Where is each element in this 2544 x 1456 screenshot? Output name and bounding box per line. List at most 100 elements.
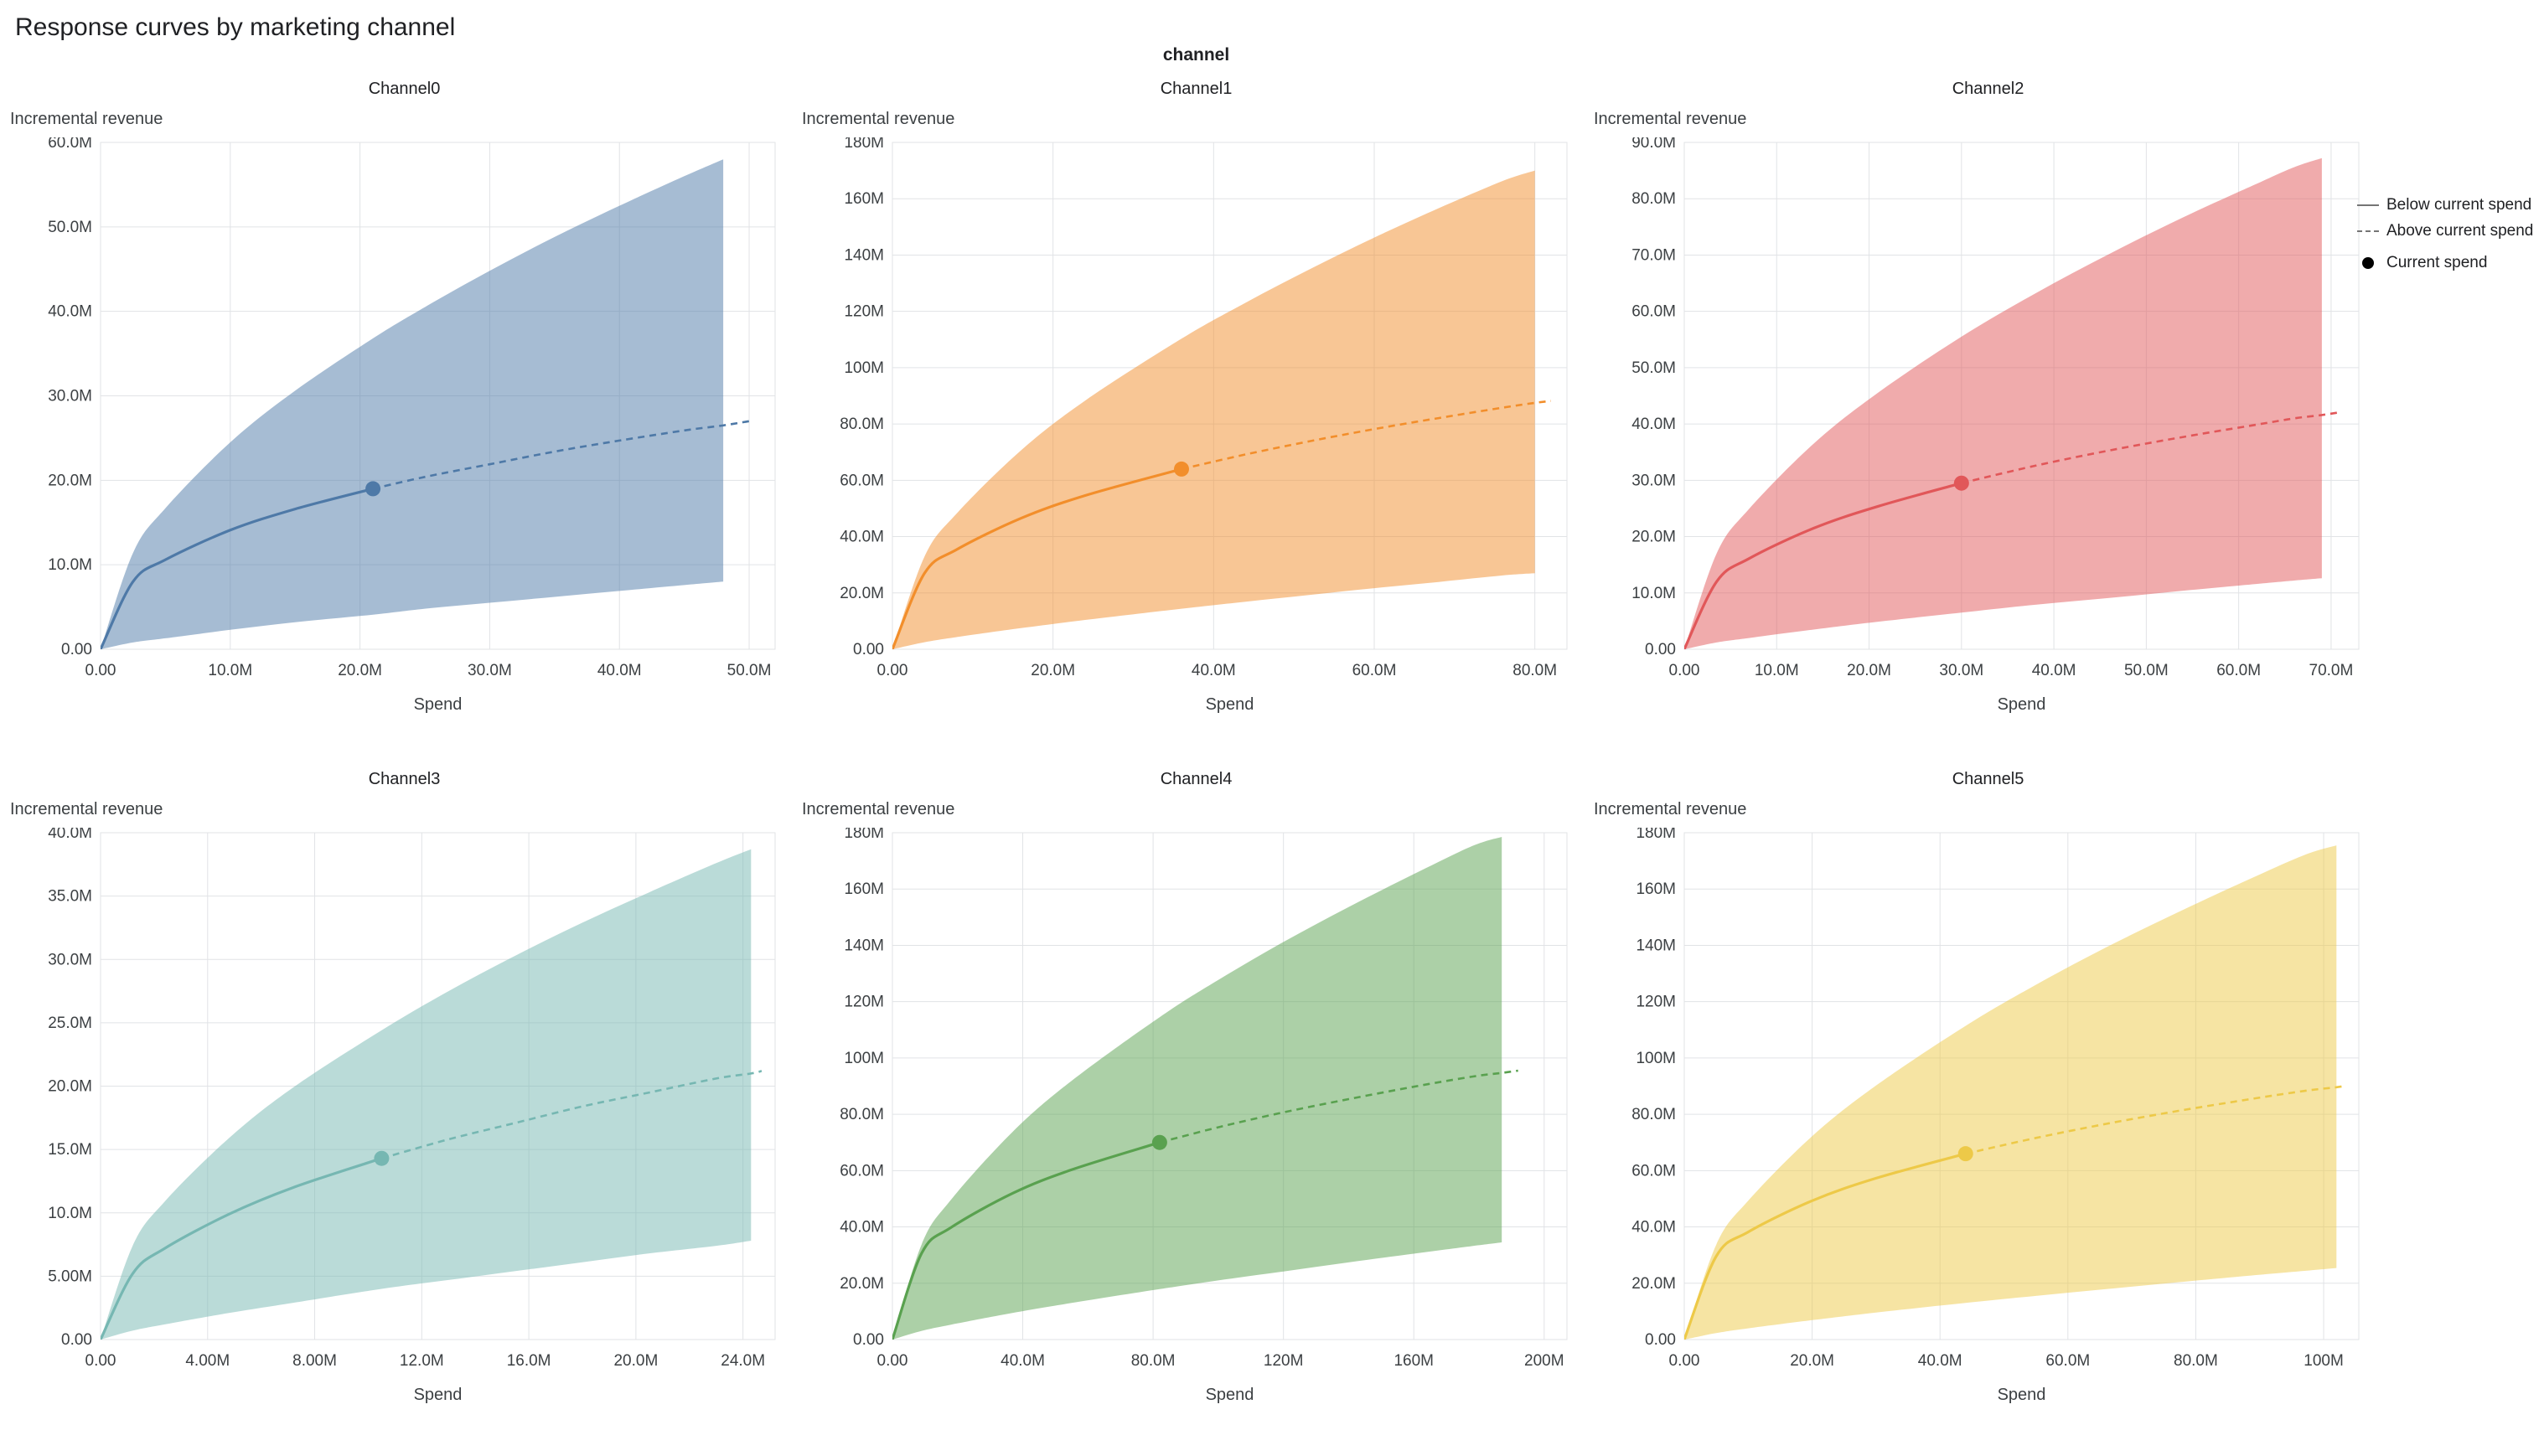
svg-text:30.0M: 30.0M: [48, 951, 92, 968]
svg-text:40.0M: 40.0M: [1001, 1352, 1045, 1370]
dot-icon: [2362, 257, 2374, 269]
page-title: Response curves by marketing channel: [15, 13, 456, 41]
svg-text:Spend: Spend: [1206, 695, 1254, 714]
svg-text:200M: 200M: [1524, 1352, 1564, 1370]
chart-channel3: Channel3 Incremental revenue 0.00 5.00M 10…: [8, 757, 800, 1414]
svg-text:20.0M: 20.0M: [840, 585, 884, 602]
svg-text:0.00: 0.00: [61, 1331, 92, 1349]
legend-item-below-current-spend: Below current spend: [2357, 196, 2537, 214]
svg-text:0.00: 0.00: [1645, 1331, 1676, 1349]
svg-text:40.0M: 40.0M: [2032, 662, 2076, 679]
svg-text:20.0M: 20.0M: [48, 1078, 92, 1096]
y-axis-title: Incremental revenue: [1594, 110, 1747, 128]
svg-text:0.00: 0.00: [61, 641, 92, 658]
svg-text:30.0M: 30.0M: [1631, 472, 1676, 489]
svg-text:40.0M: 40.0M: [840, 529, 884, 546]
svg-text:10.0M: 10.0M: [208, 662, 252, 679]
svg-text:40.0M: 40.0M: [1631, 416, 1676, 433]
chart-canvas-channel5: 0.00 20.0M 40.0M 60.0M 80.0M 100M 120M 140M 160M…: [1631, 828, 2360, 1404]
svg-text:20.0M: 20.0M: [1631, 529, 1676, 546]
chart-title: Channel0: [368, 80, 441, 98]
svg-text:60.0M: 60.0M: [840, 1162, 884, 1180]
svg-text:140M: 140M: [844, 246, 884, 264]
chart-channel4: Channel4 Incremental revenue 0.00 20.0M 40…: [800, 757, 1592, 1414]
svg-text:0.00: 0.00: [1669, 662, 1700, 679]
legend-label: Above current spend: [2386, 222, 2534, 240]
svg-text:140M: 140M: [844, 937, 884, 954]
svg-text:180M: 180M: [1636, 828, 1676, 842]
chart-title: Channel4: [1160, 770, 1233, 788]
svg-text:60.0M: 60.0M: [2216, 662, 2261, 679]
svg-text:100M: 100M: [844, 359, 884, 377]
chart-title: Channel1: [1160, 80, 1233, 98]
svg-text:4.00M: 4.00M: [185, 1352, 230, 1370]
chart-channel0: Channel0 Incremental revenue 0.00 10.0M 20…: [8, 67, 800, 724]
charts-grid: Channel0 Incremental revenue 0.00 10.0M 20…: [0, 67, 2544, 1414]
svg-text:40.0M: 40.0M: [48, 303, 92, 321]
svg-text:40.0M: 40.0M: [597, 662, 642, 679]
svg-text:80.0M: 80.0M: [1512, 662, 1557, 679]
svg-text:70.0M: 70.0M: [1631, 246, 1676, 264]
svg-text:24.0M: 24.0M: [721, 1352, 765, 1370]
svg-text:20.0M: 20.0M: [48, 472, 92, 489]
svg-text:20.0M: 20.0M: [840, 1275, 884, 1293]
svg-text:10.0M: 10.0M: [1631, 585, 1676, 602]
solid-line-icon: [2357, 204, 2379, 206]
svg-text:60.0M: 60.0M: [840, 472, 884, 489]
svg-text:15.0M: 15.0M: [48, 1141, 92, 1159]
y-axis-title: Incremental revenue: [1594, 800, 1747, 818]
svg-text:20.0M: 20.0M: [1031, 662, 1075, 679]
chart-canvas-channel0: 0.00 10.0M 20.0M 30.0M 40.0M 50.0M 60.0M 0.00 10…: [48, 137, 776, 714]
svg-text:8.00M: 8.00M: [292, 1352, 337, 1370]
dashed-line-icon: [2357, 230, 2379, 232]
y-axis-title: Incremental revenue: [10, 800, 163, 818]
page-root: Response curves by marketing channel cha…: [0, 13, 2544, 1414]
svg-text:70.0M: 70.0M: [2309, 662, 2354, 679]
svg-text:60.0M: 60.0M: [48, 137, 92, 152]
svg-text:120M: 120M: [844, 994, 884, 1011]
svg-text:20.0M: 20.0M: [1790, 1352, 1834, 1370]
svg-text:0.00: 0.00: [853, 641, 884, 658]
svg-text:40.0M: 40.0M: [1631, 1219, 1676, 1237]
svg-text:10.0M: 10.0M: [48, 556, 92, 574]
svg-text:100M: 100M: [2304, 1352, 2344, 1370]
svg-text:0.00: 0.00: [1645, 641, 1676, 658]
svg-text:16.0M: 16.0M: [507, 1352, 551, 1370]
svg-text:60.0M: 60.0M: [2045, 1352, 2090, 1370]
svg-text:Spend: Spend: [1998, 1386, 2046, 1404]
legend-item-current-spend: Current spend: [2357, 254, 2537, 272]
svg-text:40.0M: 40.0M: [48, 828, 92, 842]
svg-text:Spend: Spend: [1998, 695, 2046, 714]
svg-text:40.0M: 40.0M: [840, 1219, 884, 1237]
chart-title: Channel3: [368, 770, 441, 788]
facet-label: channel: [1162, 45, 1230, 65]
legend-label: Current spend: [2386, 254, 2488, 271]
svg-text:160M: 160M: [844, 190, 884, 208]
svg-text:50.0M: 50.0M: [48, 219, 92, 236]
svg-text:160M: 160M: [1636, 880, 1676, 898]
svg-text:Spend: Spend: [414, 695, 463, 714]
svg-text:20.0M: 20.0M: [338, 662, 382, 679]
svg-text:30.0M: 30.0M: [1939, 662, 1983, 679]
chart-canvas-channel2: 0.00 10.0M 20.0M 30.0M 40.0M 50.0M 60.0M 70.0M 8…: [1631, 137, 2360, 714]
y-axis-title: Incremental revenue: [802, 800, 955, 818]
svg-text:Spend: Spend: [1206, 1386, 1254, 1404]
svg-text:140M: 140M: [1636, 937, 1676, 954]
svg-text:120M: 120M: [1636, 994, 1676, 1011]
svg-text:80.0M: 80.0M: [1131, 1352, 1176, 1370]
svg-text:5.00M: 5.00M: [48, 1268, 92, 1285]
svg-text:0.00: 0.00: [1669, 1352, 1700, 1370]
legend-item-above-current-spend: Above current spend: [2357, 222, 2537, 240]
svg-text:25.0M: 25.0M: [48, 1015, 92, 1032]
chart-title: Channel2: [1952, 80, 2024, 98]
svg-text:80.0M: 80.0M: [840, 416, 884, 433]
svg-text:10.0M: 10.0M: [48, 1205, 92, 1222]
chart-channel5: Channel5 Incremental revenue 0.00 20.0M 40…: [1592, 757, 2384, 1414]
svg-text:160M: 160M: [1394, 1352, 1434, 1370]
svg-text:0.00: 0.00: [877, 1352, 908, 1370]
svg-text:0.00: 0.00: [85, 1352, 116, 1370]
svg-text:0.00: 0.00: [853, 1331, 884, 1349]
svg-text:120M: 120M: [844, 303, 884, 321]
svg-text:90.0M: 90.0M: [1631, 137, 1676, 152]
svg-text:40.0M: 40.0M: [1192, 662, 1236, 679]
